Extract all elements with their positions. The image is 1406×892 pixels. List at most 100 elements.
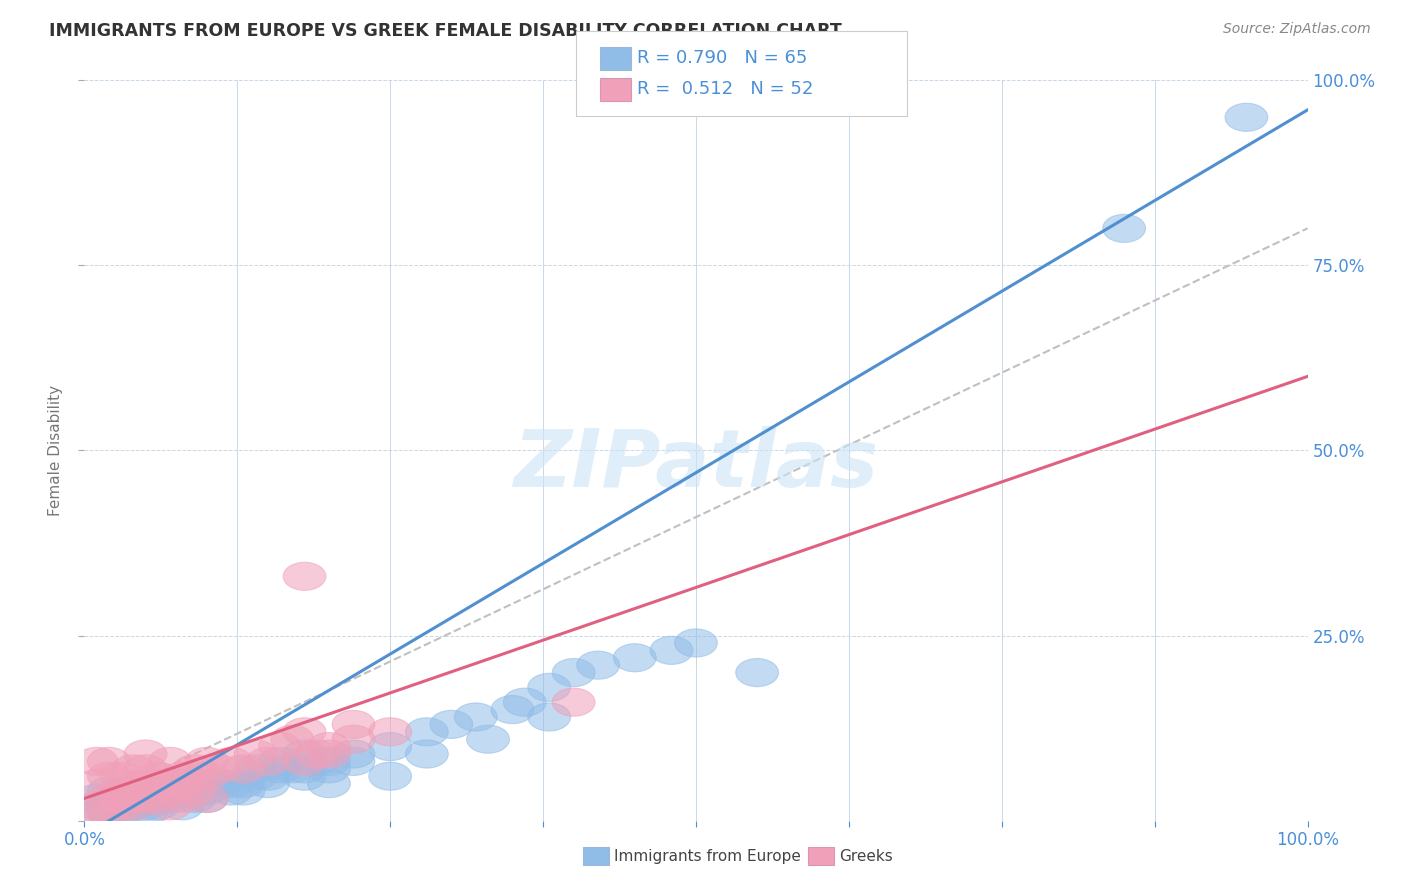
- Ellipse shape: [136, 777, 179, 805]
- Ellipse shape: [75, 799, 118, 827]
- Text: ZIPatlas: ZIPatlas: [513, 426, 879, 504]
- Ellipse shape: [75, 747, 118, 775]
- Ellipse shape: [124, 755, 167, 783]
- Ellipse shape: [283, 740, 326, 768]
- Ellipse shape: [112, 755, 155, 783]
- Ellipse shape: [735, 658, 779, 687]
- Ellipse shape: [553, 658, 595, 687]
- Ellipse shape: [430, 710, 472, 739]
- Ellipse shape: [136, 784, 179, 813]
- Ellipse shape: [160, 777, 204, 805]
- Ellipse shape: [368, 762, 412, 790]
- Ellipse shape: [467, 725, 509, 753]
- Ellipse shape: [160, 770, 204, 797]
- Ellipse shape: [259, 747, 301, 775]
- Ellipse shape: [235, 755, 277, 783]
- Ellipse shape: [405, 718, 449, 746]
- Ellipse shape: [87, 792, 131, 820]
- Ellipse shape: [283, 747, 326, 775]
- Ellipse shape: [186, 784, 228, 813]
- Ellipse shape: [149, 777, 191, 805]
- Ellipse shape: [100, 762, 142, 790]
- Ellipse shape: [149, 792, 191, 820]
- Ellipse shape: [160, 770, 204, 797]
- Ellipse shape: [87, 777, 131, 805]
- Ellipse shape: [173, 777, 217, 805]
- Ellipse shape: [308, 747, 350, 775]
- Ellipse shape: [186, 770, 228, 797]
- Text: R =  0.512   N = 52: R = 0.512 N = 52: [637, 80, 813, 98]
- Ellipse shape: [186, 784, 228, 813]
- Ellipse shape: [100, 777, 142, 805]
- Ellipse shape: [75, 792, 118, 820]
- Ellipse shape: [259, 755, 301, 783]
- Ellipse shape: [173, 762, 217, 790]
- Ellipse shape: [87, 799, 131, 827]
- Ellipse shape: [136, 770, 179, 797]
- Ellipse shape: [112, 784, 155, 813]
- Ellipse shape: [100, 799, 142, 827]
- Ellipse shape: [503, 688, 546, 716]
- Ellipse shape: [332, 747, 375, 775]
- Ellipse shape: [308, 740, 350, 768]
- Ellipse shape: [246, 770, 290, 797]
- Ellipse shape: [613, 644, 657, 672]
- Ellipse shape: [160, 784, 204, 813]
- Ellipse shape: [235, 762, 277, 790]
- Ellipse shape: [405, 740, 449, 768]
- Ellipse shape: [271, 755, 314, 783]
- Ellipse shape: [454, 703, 498, 731]
- Ellipse shape: [136, 762, 179, 790]
- Ellipse shape: [124, 770, 167, 797]
- Ellipse shape: [283, 718, 326, 746]
- Ellipse shape: [124, 784, 167, 813]
- Ellipse shape: [136, 784, 179, 813]
- Ellipse shape: [235, 740, 277, 768]
- Ellipse shape: [87, 784, 131, 813]
- Ellipse shape: [295, 747, 339, 775]
- Ellipse shape: [368, 718, 412, 746]
- Ellipse shape: [149, 784, 191, 813]
- Ellipse shape: [1102, 214, 1146, 243]
- Ellipse shape: [87, 799, 131, 827]
- Ellipse shape: [112, 792, 155, 820]
- Ellipse shape: [186, 747, 228, 775]
- Ellipse shape: [259, 732, 301, 761]
- Ellipse shape: [332, 710, 375, 739]
- Ellipse shape: [197, 770, 240, 797]
- Ellipse shape: [124, 784, 167, 813]
- Ellipse shape: [222, 770, 264, 797]
- Ellipse shape: [332, 740, 375, 768]
- Ellipse shape: [553, 688, 595, 716]
- Ellipse shape: [112, 770, 155, 797]
- Ellipse shape: [160, 762, 204, 790]
- Ellipse shape: [675, 629, 717, 657]
- Ellipse shape: [112, 784, 155, 813]
- Ellipse shape: [197, 755, 240, 783]
- Text: Greeks: Greeks: [839, 849, 893, 863]
- Ellipse shape: [576, 651, 620, 679]
- Y-axis label: Female Disability: Female Disability: [48, 384, 63, 516]
- Ellipse shape: [173, 784, 217, 813]
- Ellipse shape: [368, 732, 412, 761]
- Ellipse shape: [283, 762, 326, 790]
- Text: Immigrants from Europe: Immigrants from Europe: [614, 849, 801, 863]
- Ellipse shape: [100, 792, 142, 820]
- Ellipse shape: [87, 762, 131, 790]
- Ellipse shape: [491, 696, 534, 723]
- Ellipse shape: [209, 747, 253, 775]
- Ellipse shape: [222, 777, 264, 805]
- Ellipse shape: [222, 755, 264, 783]
- Ellipse shape: [209, 770, 253, 797]
- Ellipse shape: [149, 777, 191, 805]
- Ellipse shape: [124, 799, 167, 827]
- Ellipse shape: [136, 792, 179, 820]
- Ellipse shape: [186, 762, 228, 790]
- Ellipse shape: [332, 725, 375, 753]
- Ellipse shape: [87, 747, 131, 775]
- Ellipse shape: [173, 755, 217, 783]
- Ellipse shape: [124, 740, 167, 768]
- Ellipse shape: [112, 792, 155, 820]
- Text: Source: ZipAtlas.com: Source: ZipAtlas.com: [1223, 22, 1371, 37]
- Ellipse shape: [124, 792, 167, 820]
